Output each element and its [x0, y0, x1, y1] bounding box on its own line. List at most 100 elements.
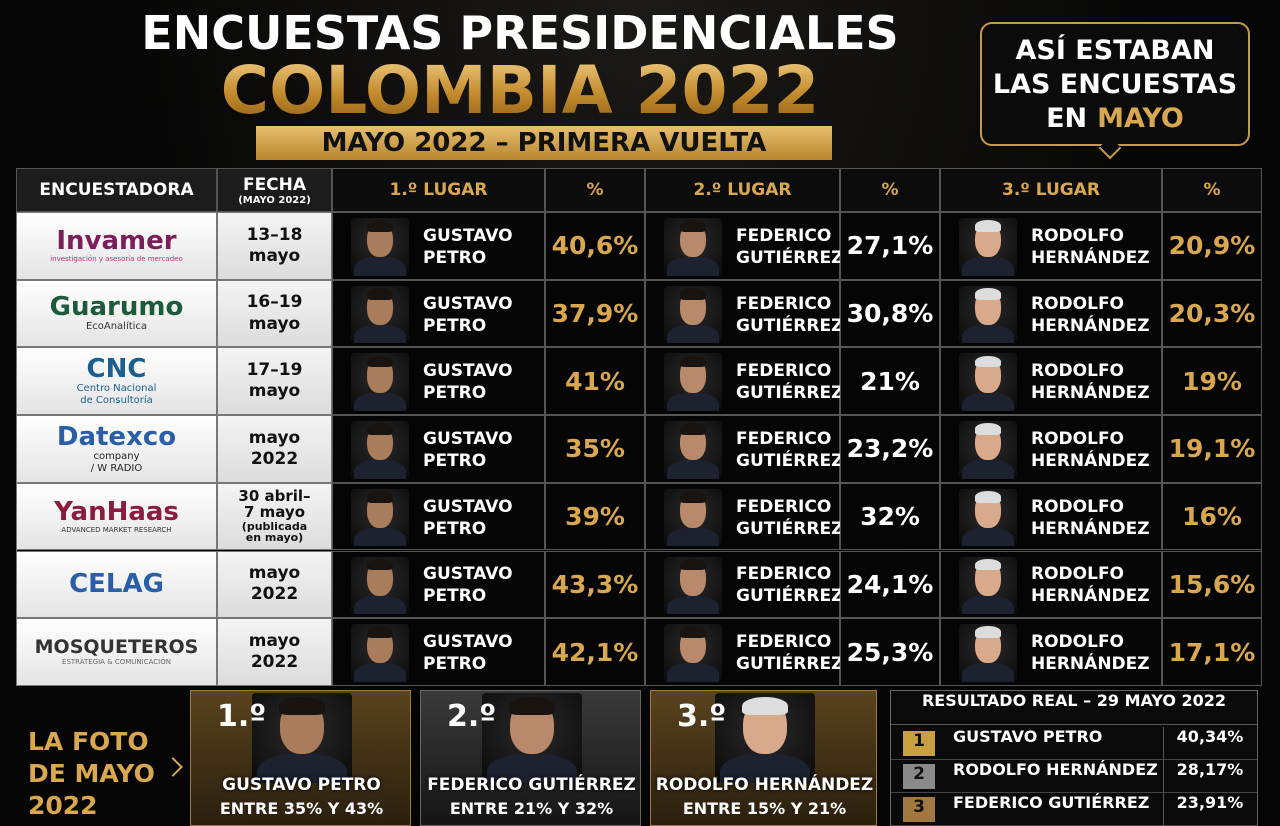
badge-highlight: MAYO [1097, 103, 1184, 134]
candidate-cell: GUSTAVO PETRO [332, 550, 545, 619]
candidate-name: FEDERICO GUTIÉRREZ [736, 213, 843, 281]
photo-suit [666, 324, 720, 344]
photo-suit [961, 595, 1015, 615]
photo-hair [974, 220, 1002, 232]
header-text: % [1203, 180, 1221, 200]
ribbon: MAYO 2022 – PRIMERA VUELTA [256, 126, 832, 160]
photo-hair [366, 220, 394, 232]
result-name: FEDERICO GUTIÉRREZ [953, 793, 1150, 812]
candidate-cell: RODOLFO HERNÁNDEZ [940, 212, 1162, 280]
result-divider [1163, 727, 1164, 760]
candidate-name: GUSTAVO PETRO [423, 348, 513, 416]
date-cell: 13–18 mayo [217, 212, 332, 280]
candidate-name-line: GUSTAVO [423, 496, 513, 517]
header-cell: % [840, 168, 940, 212]
photo-suit [353, 663, 407, 682]
photo [351, 624, 409, 682]
candidate-name: RODOLFO HERNÁNDEZ [1031, 281, 1150, 349]
badge-prefix: EN [1046, 103, 1088, 134]
percent-cell: 15,6% [1162, 550, 1262, 619]
candidate-name-line: PETRO [423, 518, 487, 539]
photo [959, 556, 1017, 615]
photo [351, 488, 409, 547]
badge: ASÍ ESTABAN LAS ENCUESTAS EN MAYO [980, 22, 1250, 146]
date-line: 7 mayo [243, 503, 306, 522]
pollster-name: Invamer [56, 226, 177, 257]
photo-hair [679, 491, 707, 503]
candidate-name: FEDERICO GUTIÉRREZ [736, 484, 843, 552]
photo-hair [679, 423, 707, 435]
photo-suit [353, 392, 407, 412]
photo-hair [366, 355, 394, 368]
result-box: RESULTADO REAL – 29 MAYO 2022 1 GUSTAVO PE… [890, 690, 1258, 826]
photo [251, 693, 352, 783]
candidate-name-line: FEDERICO [736, 496, 832, 517]
percent-cell: 42,1% [545, 618, 645, 686]
photo-hair [974, 558, 1002, 571]
candidate-name: GUSTAVO PETRO [423, 416, 513, 484]
card-range: ENTRE 35% Y 43% [219, 799, 384, 818]
candidate-cell: FEDERICO GUTIÉRREZ [645, 212, 843, 281]
pollster-name: CNC [86, 354, 147, 385]
pollster-cell: Invamer investigación y asesoría de merca… [16, 212, 217, 280]
date-cell: mayo 2022 [217, 550, 332, 619]
candidate-name-line: HERNÁNDEZ [1031, 518, 1150, 539]
card-rank: 3.º [677, 699, 727, 734]
photo-hair [366, 491, 394, 503]
photo [351, 556, 409, 615]
date-line: en mayo) [245, 531, 304, 545]
candidate-name-line: RODOLFO [1031, 632, 1125, 653]
result-rank: 1 [903, 731, 935, 756]
header-note: (MAYO 2022) [238, 194, 311, 206]
candidate-name: GUSTAVO PETRO [423, 484, 513, 552]
photo-hair [366, 423, 394, 435]
header-cell: 2.º LUGAR [645, 168, 840, 212]
candidate-cell: FEDERICO GUTIÉRREZ [645, 415, 843, 483]
percent-cell: 17,1% [1162, 618, 1262, 686]
candidate-name: FEDERICO GUTIÉRREZ [736, 281, 843, 349]
photo-suit [961, 663, 1015, 682]
pollster-name: Datexco [56, 421, 177, 452]
date-line: 2022 [250, 448, 299, 469]
percent-cell: 41% [545, 347, 645, 416]
candidate-name-line: RODOLFO [1031, 428, 1125, 449]
percent-cell: 19% [1162, 347, 1262, 416]
summary-card: 2.º FEDERICO GUTIÉRREZ ENTRE 21% Y 32% [420, 690, 641, 826]
candidate-cell: RODOLFO HERNÁNDEZ [940, 618, 1162, 686]
photo [664, 624, 722, 682]
percent-cell: 24,1% [840, 550, 940, 619]
candidate-name-line: HERNÁNDEZ [1031, 450, 1150, 471]
candidate-name-line: HERNÁNDEZ [1031, 247, 1150, 268]
photo-suit [961, 324, 1015, 344]
photo-suit [961, 257, 1015, 276]
candidate-cell: FEDERICO GUTIÉRREZ [645, 347, 843, 416]
photo [664, 218, 722, 276]
percent-cell: 16% [1162, 482, 1262, 551]
candidate-cell: RODOLFO HERNÁNDEZ [940, 279, 1162, 349]
summary-label: LA FOTO DE MAYO 2022 [28, 726, 188, 822]
header-text: 1.º LUGAR [389, 180, 488, 200]
candidate-name-line: HERNÁNDEZ [1031, 654, 1150, 675]
pollster-tagline: investigación y asesoría de mercadeo [50, 255, 183, 264]
pollster-cell: Datexco company / W RADIO [16, 415, 217, 483]
candidate-name-line: PETRO [423, 315, 487, 336]
card-range: ENTRE 21% Y 32% [449, 799, 614, 818]
photo [959, 218, 1017, 276]
percent-cell: 30,8% [840, 279, 940, 348]
result-name: GUSTAVO PETRO [953, 727, 1103, 746]
date-cell: mayo 2022 [217, 415, 332, 483]
candidate-name: RODOLFO HERNÁNDEZ [1031, 484, 1150, 552]
photo-suit [666, 392, 720, 412]
photo-suit [666, 257, 720, 276]
result-divider [1163, 760, 1164, 793]
pollster-cell: MOSQUETEROS ESTRATEGIA & COMUNICACIÓN [16, 618, 217, 686]
candidate-name-line: PETRO [423, 247, 487, 268]
candidate-name-line: FEDERICO [736, 564, 832, 585]
date-line: mayo [248, 563, 301, 584]
candidate-cell: RODOLFO HERNÁNDEZ [940, 550, 1162, 619]
percent-cell: 19,1% [1162, 415, 1262, 483]
date-line: mayo [248, 381, 301, 402]
candidate-cell: RODOLFO HERNÁNDEZ [940, 347, 1162, 416]
photo-hair [974, 355, 1002, 368]
